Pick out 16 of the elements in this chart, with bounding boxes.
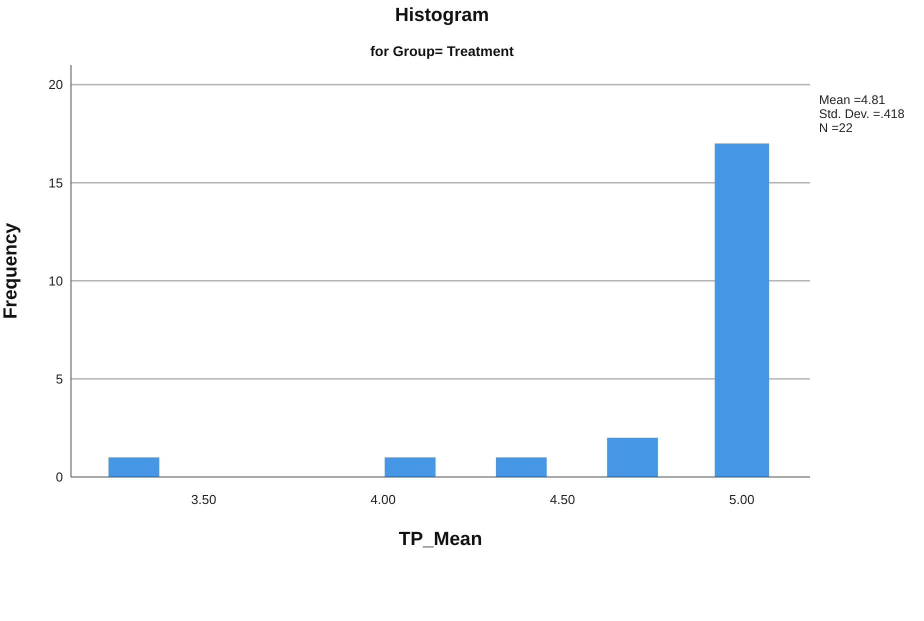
y-tick-label: 15: [48, 175, 63, 190]
chart-title: Histogram: [394, 5, 490, 27]
x-tick-label: 4.50: [550, 492, 576, 508]
y-tick-label: 5: [56, 372, 63, 387]
x-tick-label: 5.00: [729, 492, 754, 508]
y-tick-label: 0: [56, 470, 63, 485]
x-tick-label: 4.00: [370, 492, 396, 508]
x-axis-title: TP_Mean: [398, 529, 482, 550]
y-tick-label: 10: [48, 273, 63, 288]
x-tick-label: 3.50: [191, 492, 216, 508]
chart-subtitle: for Group= Treatment: [369, 43, 515, 59]
y-axis-title: Frequency: [0, 222, 22, 320]
y-tick-label: 20: [48, 77, 63, 92]
text: Mean =4.81: [819, 93, 886, 107]
text: N =22: [819, 121, 854, 135]
text: Std. Dev. =.418: [819, 107, 905, 121]
